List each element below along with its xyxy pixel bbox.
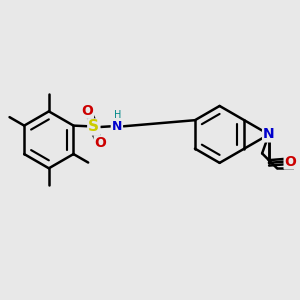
Text: H: H bbox=[114, 110, 121, 120]
Text: O: O bbox=[95, 136, 106, 150]
Text: N: N bbox=[112, 120, 122, 133]
Text: O: O bbox=[285, 154, 296, 169]
Text: O: O bbox=[81, 104, 93, 118]
Text: S: S bbox=[88, 119, 99, 134]
Text: N: N bbox=[263, 128, 275, 141]
